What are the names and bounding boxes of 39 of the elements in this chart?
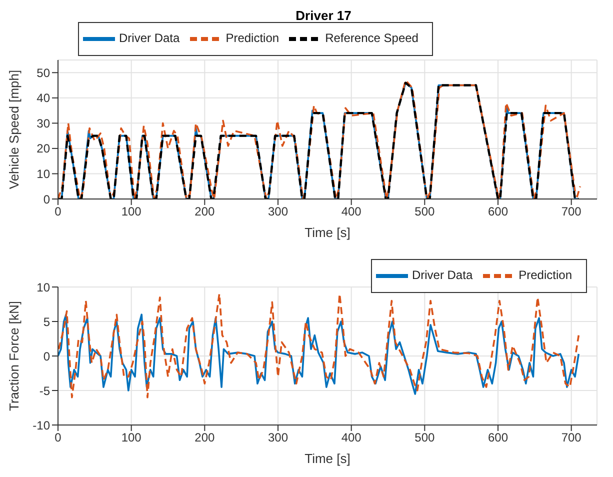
x-axis-title: Time [s] (304, 451, 350, 466)
legend-label: Prediction (518, 268, 572, 282)
y-tick-label: 0 (43, 192, 50, 206)
y-tick-label: 0 (43, 349, 50, 364)
x-tick-label: 0 (54, 430, 62, 445)
x-tick-label: 700 (561, 204, 582, 219)
y-tick-label: 30 (36, 116, 50, 130)
legend-label: Driver Data (119, 31, 180, 46)
y-tick-label: 5 (43, 314, 50, 329)
x-tick-label: 600 (488, 204, 508, 219)
legend-label: Driver Data (412, 268, 473, 282)
x-tick-label: 300 (268, 430, 288, 445)
y-tick-label: -5 (39, 384, 50, 398)
y-tick-label: 10 (36, 280, 50, 294)
x-tick-label: 700 (561, 430, 582, 445)
y-tick-label: 20 (36, 142, 50, 156)
x-tick-label: 500 (414, 204, 435, 219)
x-tick-label: 0 (54, 204, 62, 219)
legend-label: Reference Speed (325, 31, 418, 46)
x-tick-label: 200 (194, 204, 215, 219)
x-axis-title: Time [s] (304, 225, 350, 240)
line-series (58, 293, 580, 398)
x-tick-label: 300 (268, 204, 288, 219)
x-tick-label: 600 (488, 430, 508, 445)
x-tick-label: 100 (121, 204, 142, 219)
x-tick-label: 400 (341, 430, 362, 445)
y-axis-title: Traction Force [kN] (6, 300, 22, 412)
y-axis-title: Vehicle Speed [mph] (6, 70, 22, 190)
x-tick-label: 500 (414, 430, 435, 445)
x-tick-label: 100 (121, 430, 142, 445)
y-tick-label: -10 (32, 418, 50, 432)
x-tick-label: 200 (194, 430, 215, 445)
chart-title: Driver 17 (294, 8, 352, 23)
x-tick-label: 400 (341, 204, 362, 219)
legend-label: Prediction (226, 31, 280, 46)
y-tick-label: 10 (36, 166, 50, 181)
y-tick-label: 50 (36, 66, 50, 80)
line-series (58, 314, 580, 395)
y-tick-label: 40 (36, 91, 50, 106)
